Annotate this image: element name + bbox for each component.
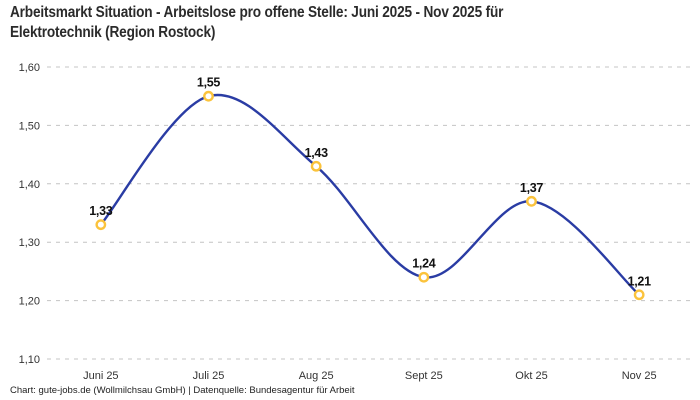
y-tick-label: 1,30: [19, 237, 40, 249]
data-point-labels: 1,33 1,55 1,43 1,24 1,37 1,21: [89, 76, 651, 289]
data-point-marker: [310, 160, 322, 172]
y-tick-label: 1,40: [19, 179, 40, 191]
data-point-marker: [526, 195, 537, 207]
chart-title: Arbeitsmarkt Situation - Arbeitslose pro…: [10, 3, 700, 43]
x-tick-label: Aug 25: [299, 370, 334, 382]
data-point-value-label: 1,55: [197, 76, 220, 90]
data-point-marker: [418, 271, 430, 283]
chart-title-line-2: Elektrotechnik (Region Rostock): [10, 24, 216, 41]
data-point-marker: [633, 289, 645, 301]
data-point-marker: [203, 90, 214, 102]
data-point-markers: [95, 90, 645, 301]
x-tick-label: Juni 25: [83, 370, 118, 382]
data-point-value-label: 1,33: [89, 204, 112, 218]
y-axis-tick-labels: 1,10 1,20 1,30 1,40 1,50 1,60: [19, 62, 40, 366]
y-tick-label: 1,60: [19, 62, 40, 74]
x-tick-label: Nov 25: [622, 370, 657, 382]
series-line: [99, 93, 641, 296]
data-point-marker: [95, 219, 107, 231]
x-tick-label: Okt 25: [515, 370, 547, 382]
data-point-value-label: 1,24: [412, 257, 435, 271]
x-tick-label: Juli 25: [193, 370, 225, 382]
y-gridlines: [47, 66, 693, 360]
x-axis-tick-labels: Juni 25 Juli 25 Aug 25 Sept 25 Okt 25 Nov 25: [83, 370, 657, 382]
chart-title-line-1: Arbeitsmarkt Situation - Arbeitslose pro…: [10, 4, 504, 21]
y-tick-label: 1,50: [19, 120, 40, 132]
y-tick-label: 1,20: [19, 296, 40, 308]
x-tick-label: Sept 25: [405, 370, 443, 382]
data-point-value-label: 1,37: [520, 181, 543, 195]
data-point-value-label: 1,43: [305, 146, 328, 160]
y-tick-label: 1,10: [19, 354, 40, 366]
data-point-value-label: 1,21: [628, 274, 651, 288]
chart-credit: Chart: gute-jobs.de (Wollmilchsau GmbH) …: [10, 385, 355, 396]
